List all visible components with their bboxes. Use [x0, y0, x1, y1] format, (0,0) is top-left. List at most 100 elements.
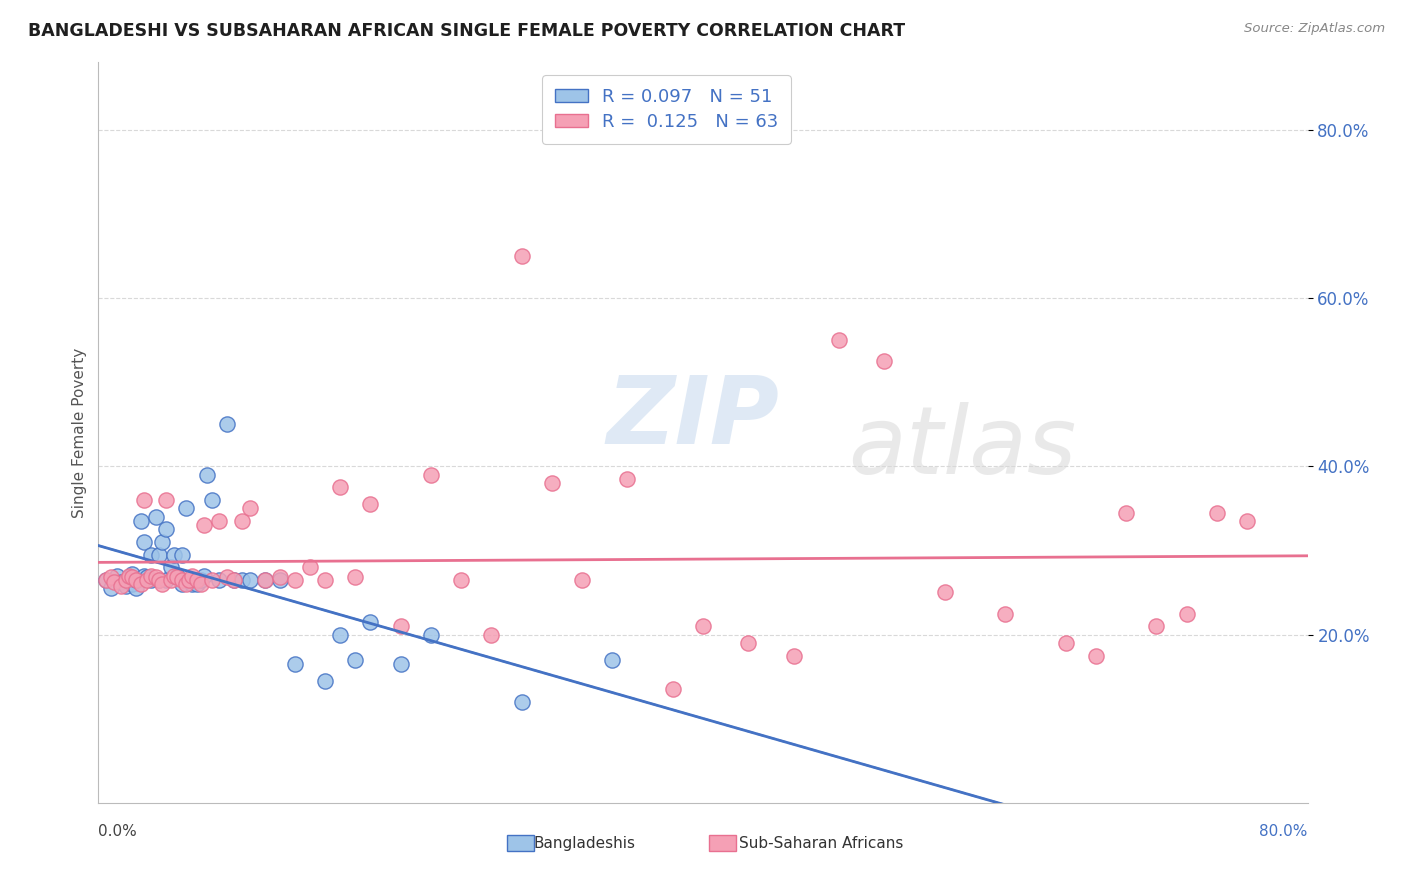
Point [934, 585, 956, 599]
Point [94, 573, 117, 587]
Point [602, 653, 624, 667]
Point [141, 548, 163, 562]
Point [329, 627, 352, 641]
Point [141, 573, 163, 587]
Point [94, 573, 117, 587]
Point [190, 577, 212, 591]
Point [103, 575, 125, 590]
Point [148, 573, 170, 587]
Point [170, 573, 193, 587]
Point [420, 467, 443, 482]
Point [193, 518, 215, 533]
Point [329, 480, 352, 494]
Point [148, 548, 170, 562]
Point [1175, 607, 1198, 621]
Point [181, 568, 204, 582]
Point [110, 575, 132, 590]
Point [170, 548, 193, 562]
Point [121, 566, 143, 581]
Point [239, 501, 262, 516]
Point [114, 579, 136, 593]
Point [201, 492, 224, 507]
Point [155, 522, 177, 536]
Text: 0.0%: 0.0% [98, 824, 138, 838]
Point [125, 573, 148, 587]
Point [163, 568, 186, 582]
Point [481, 627, 503, 641]
Point [215, 417, 238, 432]
Point [299, 560, 322, 574]
Point [1115, 506, 1137, 520]
Point [828, 333, 851, 347]
Point [110, 579, 132, 593]
Point [160, 573, 183, 587]
Point [510, 695, 533, 709]
Point [344, 570, 367, 584]
Point [121, 577, 143, 591]
Point [166, 570, 188, 584]
Point [389, 619, 412, 633]
Point [389, 657, 412, 671]
Point [166, 568, 188, 582]
Point [314, 673, 336, 688]
Point [132, 535, 155, 549]
Point [100, 570, 122, 584]
Point [121, 570, 143, 584]
Point [783, 648, 806, 663]
Point [314, 573, 336, 587]
Point [105, 568, 128, 582]
Point [174, 577, 197, 591]
Point [284, 573, 307, 587]
Point [692, 619, 714, 633]
Point [344, 653, 367, 667]
Point [129, 577, 152, 591]
Point [170, 577, 193, 591]
Point [994, 607, 1017, 621]
Point [215, 570, 238, 584]
Point [1054, 636, 1077, 650]
Point [224, 573, 246, 587]
Point [186, 573, 208, 587]
Point [186, 577, 208, 591]
Point [145, 509, 167, 524]
Point [269, 570, 291, 584]
Point [510, 249, 533, 263]
Point [1236, 514, 1258, 528]
Point [100, 581, 122, 595]
Text: BANGLADESHI VS SUBSAHARAN AFRICAN SINGLE FEMALE POVERTY CORRELATION CHART: BANGLADESHI VS SUBSAHARAN AFRICAN SINGLE… [28, 22, 905, 40]
Text: Source: ZipAtlas.com: Source: ZipAtlas.com [1244, 22, 1385, 36]
Point [571, 573, 593, 587]
Point [179, 573, 201, 587]
Point [160, 560, 183, 574]
Point [208, 514, 231, 528]
Point [155, 492, 177, 507]
Point [360, 615, 382, 629]
Point [163, 548, 186, 562]
Point [201, 573, 224, 587]
Point [135, 573, 157, 587]
Point [420, 627, 443, 641]
Point [231, 514, 253, 528]
Text: Sub-Saharan Africans: Sub-Saharan Africans [740, 836, 904, 851]
Point [239, 573, 262, 587]
Point [1144, 619, 1167, 633]
Point [148, 573, 170, 587]
Point [145, 570, 167, 584]
Point [179, 573, 201, 587]
Point [150, 577, 173, 591]
Point [114, 573, 136, 587]
Point [132, 492, 155, 507]
Point [125, 581, 148, 595]
Point [540, 476, 562, 491]
Point [737, 636, 759, 650]
Point [253, 573, 276, 587]
Point [195, 467, 218, 482]
Text: Bangladeshis: Bangladeshis [534, 836, 636, 851]
Point [181, 577, 204, 591]
Point [125, 573, 148, 587]
Point [118, 570, 141, 584]
Point [450, 573, 472, 587]
Text: 80.0%: 80.0% [1260, 824, 1308, 838]
Point [118, 568, 141, 582]
Point [661, 682, 683, 697]
